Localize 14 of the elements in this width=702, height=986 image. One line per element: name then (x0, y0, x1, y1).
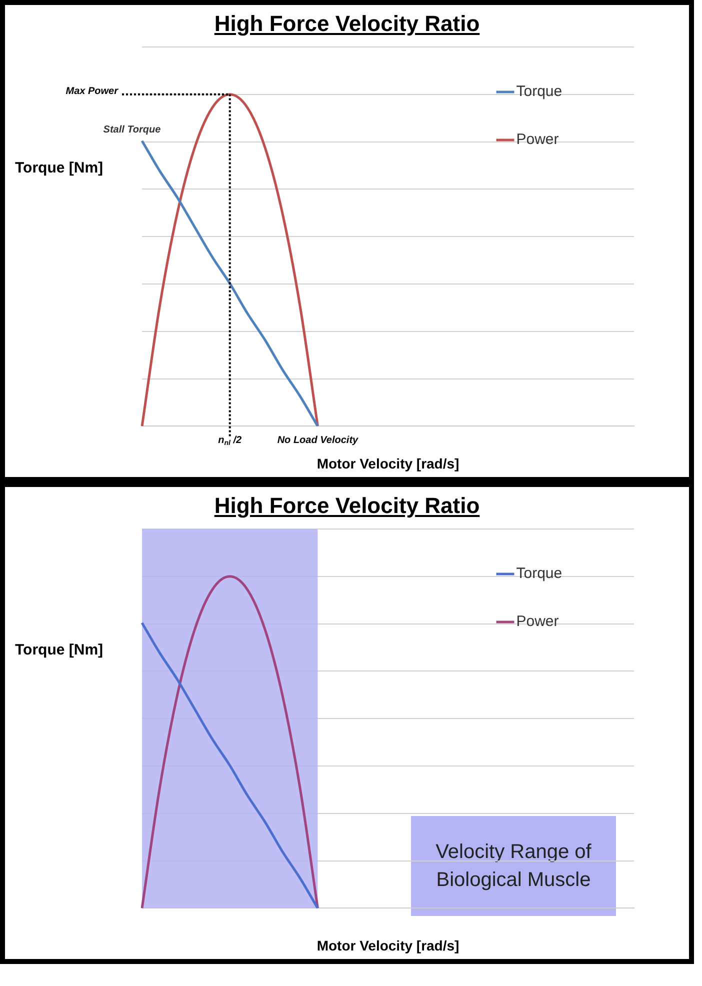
chart-title: High Force Velocity Ratio (213, 10, 481, 37)
legend-label: Power (516, 613, 559, 630)
legend-label: Torque (516, 83, 562, 100)
legend-label: Power (516, 131, 559, 148)
text-box: Velocity Range of Biological Muscle (411, 816, 616, 916)
y-axis-title: Torque [Nm] (15, 159, 104, 176)
legend-label: Torque (516, 565, 562, 582)
y-axis-title: Torque [Nm] (15, 641, 104, 658)
annotation: Stall Torque (103, 124, 162, 136)
ref-line-label: Max Power (66, 86, 120, 98)
x-tick-label: No Load Velocity (277, 434, 359, 446)
x-axis-title: Motor Velocity [rad/s] (316, 937, 460, 954)
chart-title: High Force Velocity Ratio (213, 492, 481, 519)
x-axis-title: Motor Velocity [rad/s] (316, 455, 460, 472)
